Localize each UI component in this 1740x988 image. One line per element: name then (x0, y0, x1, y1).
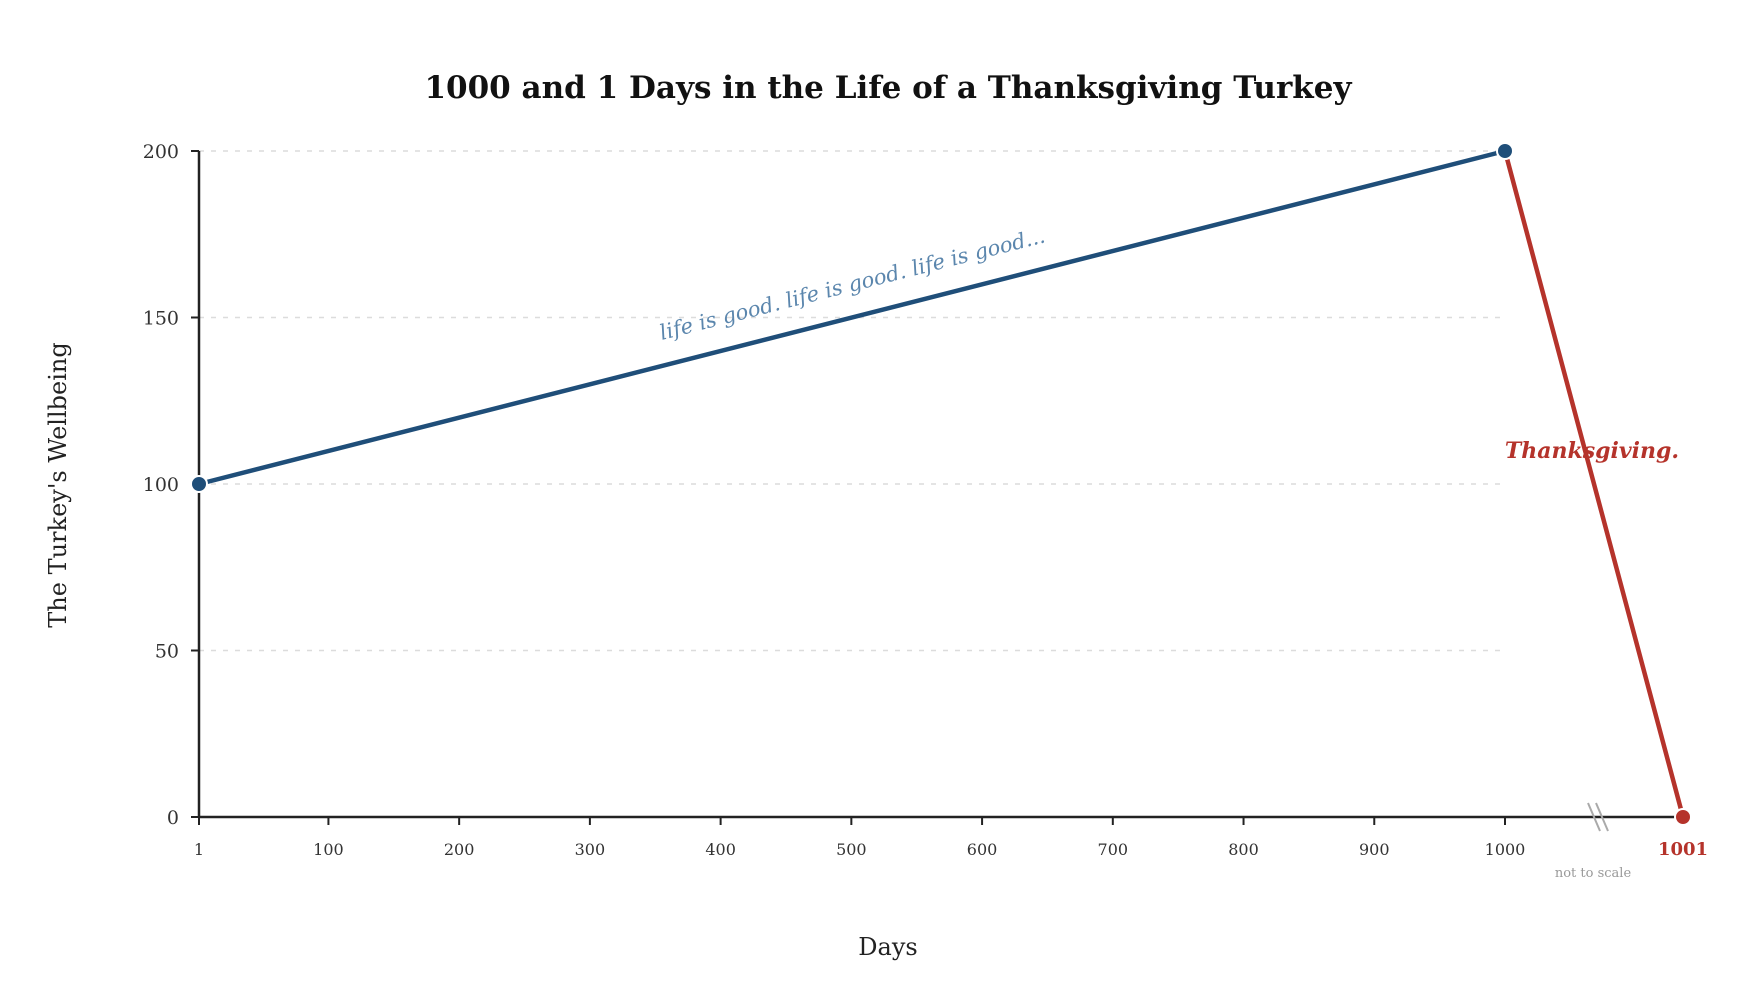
x-tick-label: 600 (967, 840, 998, 859)
y-tick-label: 150 (143, 308, 179, 330)
x-tick-label: 900 (1359, 840, 1390, 859)
y-tick-label: 200 (143, 141, 179, 163)
y-tick-label: 0 (167, 807, 179, 829)
tick-labels: 0 50 100 150 200 1 100 200 300 400 500 600 700 800 900… (143, 141, 1708, 860)
data-point (1496, 142, 1514, 160)
y-tick-label: 100 (143, 474, 179, 496)
x-tick-label: 800 (1228, 840, 1259, 859)
annotation-thanksgiving: Thanksgiving. (1505, 438, 1679, 464)
data-point (190, 475, 208, 493)
x-tick-label: 700 (1098, 840, 1129, 859)
series-lines (196, 148, 1686, 820)
axis-break-mark (1595, 802, 1609, 832)
axis-break-mark (1587, 802, 1601, 832)
grid-lines (199, 150, 1505, 652)
x-axis-label: Days (858, 933, 917, 961)
x-tick-label: 100 (313, 840, 344, 859)
x-tick-label-final: 1001 (1658, 839, 1708, 860)
data-point (1674, 808, 1692, 826)
y-axis-label: The Turkey's Wellbeing (44, 342, 72, 627)
x-tick-label: 500 (836, 840, 867, 859)
data-points (190, 142, 1692, 826)
chart-title: 1000 and 1 Days in the Life of a Thanksg… (424, 70, 1352, 106)
x-tick-label: 300 (575, 840, 606, 859)
x-tick-label: 400 (705, 840, 736, 859)
x-tick-label: 1000 (1485, 840, 1526, 859)
x-tick-label: 1 (194, 840, 204, 859)
not-to-scale-note: not to scale (1555, 866, 1632, 881)
x-tick-label: 200 (444, 840, 475, 859)
y-tick-label: 50 (155, 641, 179, 663)
series-line-2 (1502, 148, 1686, 820)
series-line-1 (196, 148, 1508, 487)
